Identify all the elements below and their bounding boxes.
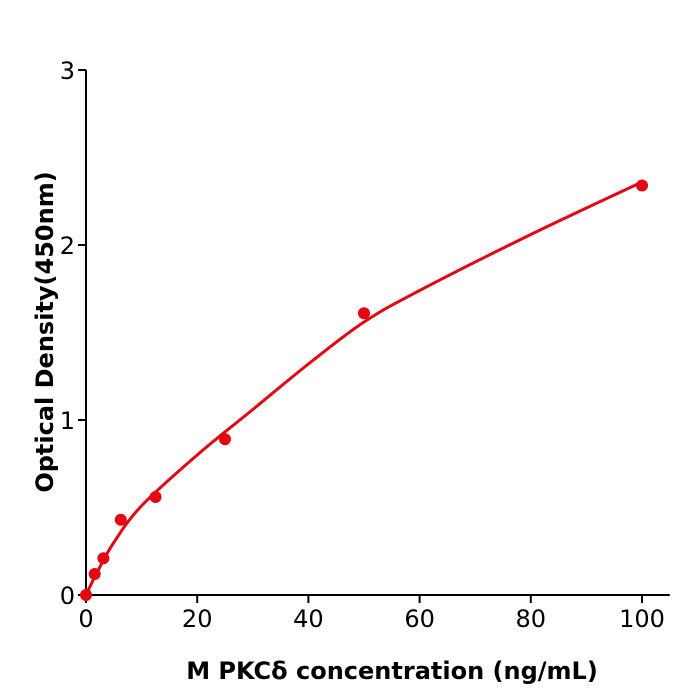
y-tick-label: 1 (60, 407, 75, 435)
fit-curve (84, 180, 643, 596)
x-tick-label: 0 (78, 605, 93, 633)
y-axis-label: Optical Density(450nm) (31, 171, 59, 492)
x-tick-label: 60 (404, 605, 435, 633)
data-point (80, 589, 92, 601)
data-point (88, 568, 101, 580)
data-point (149, 491, 162, 503)
y-tick-label: 0 (60, 582, 75, 610)
x-tick-label: 80 (516, 605, 547, 633)
data-points (80, 179, 648, 601)
x-tick-label: 40 (293, 605, 324, 633)
data-point (219, 433, 231, 446)
data-point (358, 307, 370, 320)
data-point (114, 513, 127, 526)
y-tick-label: 2 (60, 232, 75, 260)
axes: 0 20 40 60 80 100 0 1 2 3 (60, 57, 670, 633)
x-tick-label: 20 (182, 605, 213, 633)
x-tick-label: 100 (619, 605, 665, 633)
data-point (97, 552, 110, 565)
y-tick-label: 3 (60, 57, 75, 85)
x-axis-label: M PKCδ concentration (ng/mL) (186, 657, 598, 685)
data-point (636, 179, 648, 192)
